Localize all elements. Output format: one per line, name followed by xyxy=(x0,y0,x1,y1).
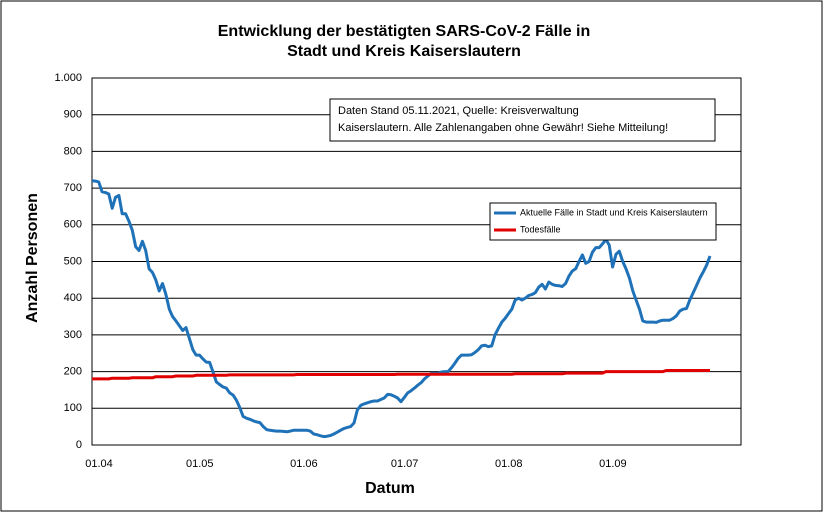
legend-label: Aktuelle Fälle in Stadt und Kreis Kaiser… xyxy=(520,207,708,217)
y-tick-label: 500 xyxy=(64,255,82,267)
y-tick-label: 700 xyxy=(64,182,82,194)
chart-title: Stadt und Kreis Kaiserslautern xyxy=(287,43,521,60)
legend-label: Todesfälle xyxy=(520,224,561,234)
y-tick-label: 400 xyxy=(64,292,82,304)
y-tick-label: 200 xyxy=(64,366,82,378)
x-tick-label: 01.09 xyxy=(599,458,627,470)
data-line xyxy=(91,179,712,439)
data-line xyxy=(92,369,710,381)
x-tick-label: 01.07 xyxy=(391,458,419,470)
y-tick-label: 600 xyxy=(64,219,82,231)
y-axis-label: Anzahl Personen xyxy=(24,193,41,323)
x-tick-label: 01.06 xyxy=(290,458,318,470)
y-tick-label: 300 xyxy=(64,329,82,341)
legend: Aktuelle Fälle in Stadt und Kreis Kaiser… xyxy=(489,202,717,241)
annotation-text: Kaiserslautern. Alle Zahlenangaben ohne … xyxy=(338,122,668,134)
annotation-box xyxy=(329,98,716,142)
legend-box xyxy=(489,202,717,241)
annotation: Daten Stand 05.11.2021, Quelle: Kreisver… xyxy=(329,98,716,142)
y-tick-label: 100 xyxy=(64,402,82,414)
x-tick-label: 01.08 xyxy=(495,458,523,470)
chart-title: Entwicklung der bestätigten SARS-CoV-2 F… xyxy=(218,23,591,40)
y-tick-label: 0 xyxy=(76,439,82,451)
x-axis-label: Datum xyxy=(365,480,415,497)
y-tick-label: 800 xyxy=(64,145,82,157)
x-tick-label: 01.05 xyxy=(186,458,214,470)
annotation-text: Daten Stand 05.11.2021, Quelle: Kreisver… xyxy=(338,105,579,117)
y-tick-label: 900 xyxy=(64,109,82,121)
y-tick-label: 1.000 xyxy=(54,72,82,84)
x-tick-label: 01.04 xyxy=(85,458,113,470)
